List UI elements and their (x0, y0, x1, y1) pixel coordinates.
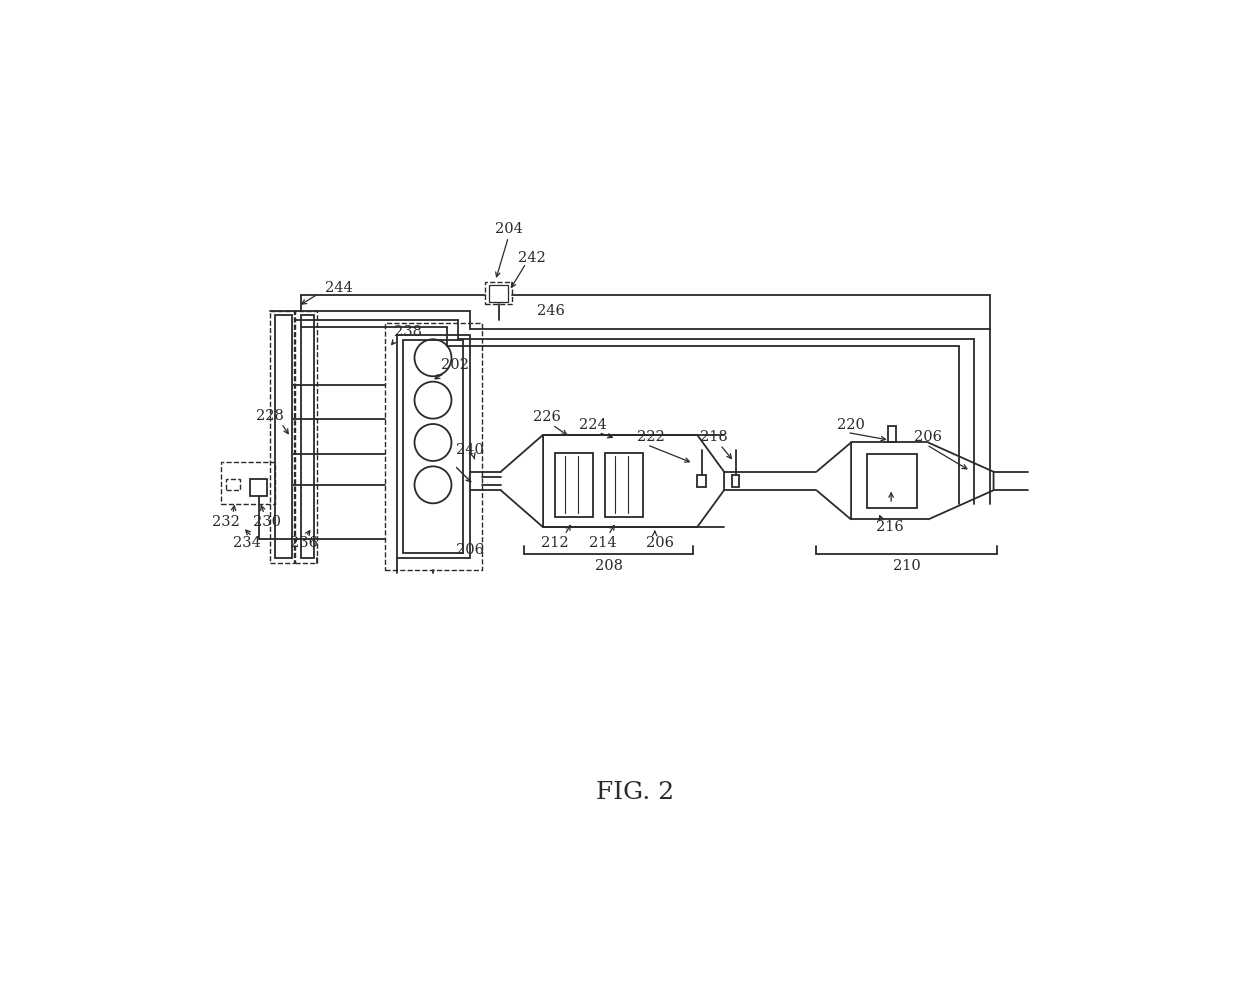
Text: 246: 246 (537, 304, 564, 317)
Text: 214: 214 (589, 535, 618, 549)
Text: 240: 240 (456, 443, 484, 458)
Bar (250, 479, 268, 496)
Bar (295, 311, 316, 563)
Bar (732, 475, 739, 487)
Bar (275, 316, 293, 558)
Bar (490, 285, 508, 302)
Text: 206: 206 (456, 543, 484, 557)
Text: 216: 216 (875, 521, 904, 534)
Text: 244: 244 (325, 281, 353, 296)
Text: 206: 206 (646, 535, 675, 549)
Text: 238: 238 (394, 325, 423, 339)
Text: 206: 206 (914, 430, 942, 444)
Bar (697, 475, 707, 487)
Text: 204: 204 (495, 222, 522, 237)
Text: FIG. 2: FIG. 2 (596, 781, 675, 805)
Bar (485, 282, 512, 304)
Bar (300, 316, 315, 558)
Text: 234: 234 (233, 535, 260, 549)
Text: 210: 210 (893, 559, 920, 573)
Text: 218: 218 (701, 430, 728, 444)
Bar (386, 323, 481, 570)
Bar (867, 454, 916, 508)
Text: 222: 222 (637, 430, 665, 444)
Bar (888, 426, 895, 443)
Bar (554, 453, 593, 518)
Text: 236: 236 (290, 535, 319, 549)
Text: 224: 224 (579, 418, 608, 432)
Text: 228: 228 (255, 408, 284, 423)
Bar (403, 340, 463, 552)
Text: 232: 232 (212, 515, 239, 528)
Text: 226: 226 (533, 410, 560, 424)
Bar (221, 461, 275, 504)
Bar (270, 311, 294, 563)
Text: 220: 220 (837, 418, 866, 432)
Bar (397, 334, 470, 558)
Bar (605, 453, 644, 518)
Text: 230: 230 (253, 515, 281, 528)
Text: 242: 242 (517, 250, 546, 264)
Text: 208: 208 (594, 559, 622, 573)
Text: 212: 212 (541, 535, 568, 549)
Text: 202: 202 (440, 359, 469, 373)
Bar (226, 479, 239, 490)
